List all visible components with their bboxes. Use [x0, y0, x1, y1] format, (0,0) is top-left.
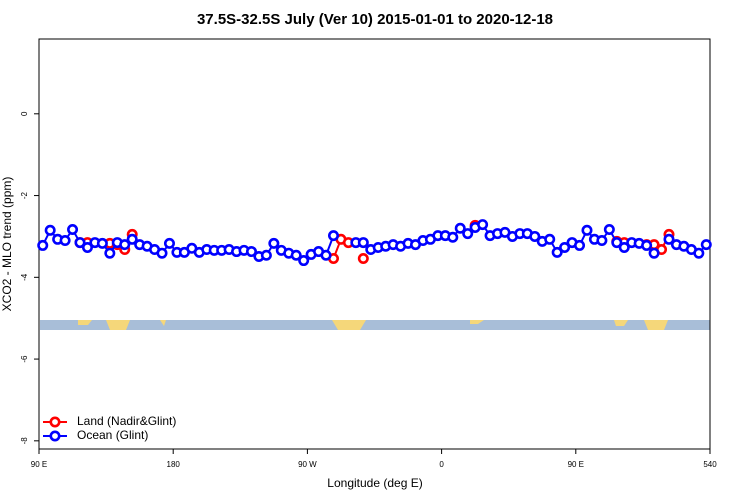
- point: [641, 239, 653, 251]
- chart-title: 37.5S-32.5S July (Ver 10) 2015-01-01 to …: [197, 11, 553, 28]
- point: [81, 241, 93, 253]
- x-axis-label: Longitude (deg E): [327, 476, 422, 490]
- y-tick-label: -4: [20, 273, 29, 281]
- point: [59, 235, 71, 247]
- point: [559, 241, 571, 253]
- point: [648, 247, 660, 259]
- point: [603, 223, 615, 235]
- point: [693, 247, 705, 259]
- legend-label: Ocean (Glint): [77, 428, 148, 442]
- x-tick-label: 0: [439, 460, 444, 469]
- point: [298, 255, 310, 267]
- y-tick-label: -2: [20, 191, 29, 199]
- point: [447, 231, 459, 243]
- point: [454, 222, 466, 234]
- legend-label: Land (Nadir&Glint): [77, 414, 176, 428]
- point: [119, 239, 131, 251]
- point: [357, 253, 369, 265]
- point: [245, 246, 257, 258]
- point: [37, 239, 49, 251]
- point: [268, 237, 280, 249]
- point: [551, 246, 563, 258]
- point: [260, 249, 272, 261]
- point: [574, 239, 586, 251]
- map-strip: [40, 320, 710, 330]
- legend-marker: [49, 416, 61, 428]
- point: [44, 224, 56, 236]
- point: [618, 241, 630, 253]
- point: [320, 249, 332, 261]
- point: [357, 237, 369, 249]
- point: [156, 247, 168, 259]
- point: [529, 230, 541, 242]
- point: [477, 219, 489, 231]
- x-tick-label: 90 E: [568, 460, 584, 469]
- point: [74, 237, 86, 249]
- point: [611, 237, 623, 249]
- point: [700, 239, 712, 251]
- y-tick-label: -8: [20, 437, 29, 445]
- point: [163, 237, 175, 249]
- point: [126, 233, 138, 245]
- point: [581, 224, 593, 236]
- point: [327, 230, 339, 242]
- x-tick-label: 90 E: [31, 460, 47, 469]
- y-tick-label: 0: [20, 111, 29, 116]
- point: [290, 249, 302, 261]
- point: [596, 235, 608, 247]
- point: [104, 247, 116, 259]
- x-tick-label: 540: [703, 460, 717, 469]
- point: [96, 237, 108, 249]
- x-tick-label: 90 W: [298, 460, 317, 469]
- x-tick-label: 180: [167, 460, 181, 469]
- y-tick-label: -6: [20, 355, 29, 363]
- point: [67, 223, 79, 235]
- point: [663, 233, 675, 245]
- legend-marker: [49, 430, 61, 442]
- point: [462, 228, 474, 240]
- y-axis-label: XCO2 - MLO trend (ppm): [0, 177, 14, 312]
- point: [544, 233, 556, 245]
